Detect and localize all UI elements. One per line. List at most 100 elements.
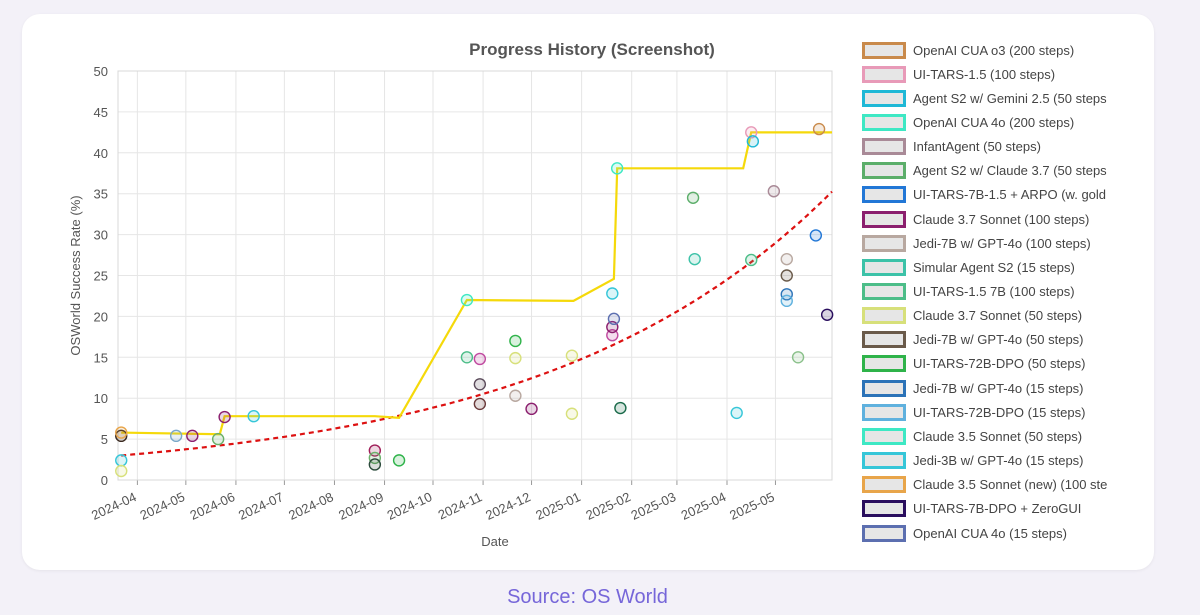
legend-swatch bbox=[862, 452, 906, 470]
series-point bbox=[767, 185, 781, 198]
data-point bbox=[211, 432, 225, 446]
series-point bbox=[746, 135, 760, 148]
legend-swatch bbox=[862, 41, 906, 59]
legend-item: UI-TARS-72B-DPO (50 steps) bbox=[862, 352, 1085, 376]
y-tick-label: 35 bbox=[94, 187, 108, 202]
x-tick-label: 2024-05 bbox=[138, 489, 188, 523]
series-point bbox=[565, 349, 579, 362]
x-tick-label: 2024-08 bbox=[286, 489, 336, 523]
legend-swatch bbox=[862, 234, 906, 252]
data-point bbox=[730, 406, 743, 420]
data-point bbox=[115, 454, 128, 467]
series-point bbox=[509, 334, 522, 348]
legend-item: Agent S2 w/ Claude 3.7 (50 steps bbox=[862, 159, 1107, 183]
legend-label: Agent S2 w/ Claude 3.7 (50 steps bbox=[913, 163, 1107, 179]
legend-label: Jedi-3B w/ GPT-4o (15 steps) bbox=[913, 453, 1084, 469]
legend-swatch bbox=[862, 403, 906, 421]
legend-swatch bbox=[862, 162, 906, 180]
legend-item: Claude 3.7 Sonnet (100 steps) bbox=[862, 207, 1089, 231]
legend-label: Claude 3.5 Sonnet (new) (100 ste bbox=[913, 477, 1108, 493]
data-point bbox=[115, 464, 128, 478]
legend-label: Agent S2 w/ Gemini 2.5 (50 steps bbox=[913, 90, 1107, 106]
series-point bbox=[780, 252, 793, 266]
source-caption: Source: OS World bbox=[507, 586, 668, 608]
legend-swatch bbox=[862, 138, 906, 156]
legend-swatch bbox=[862, 331, 906, 349]
legend-item: Jedi-7B w/ GPT-4o (100 steps) bbox=[862, 231, 1091, 255]
legend-label: Jedi-7B w/ GPT-4o (15 steps) bbox=[913, 380, 1084, 396]
chart-legend: OpenAI CUA o3 (200 steps) UI-TARS-1.5 (10… bbox=[862, 38, 1154, 558]
legend-item: UI-TARS-7B-1.5 + ARPO (w. gold bbox=[862, 183, 1106, 207]
series-point bbox=[812, 122, 826, 136]
legend-item: Claude 3.5 Sonnet (new) (100 ste bbox=[862, 473, 1107, 497]
series-point bbox=[606, 287, 619, 300]
legend-item: Jedi-3B w/ GPT-4o (15 steps) bbox=[862, 449, 1084, 473]
x-tick-label: 2024-04 bbox=[89, 489, 139, 523]
trend-line bbox=[121, 190, 833, 457]
x-tick-label: 2024-10 bbox=[385, 489, 435, 523]
y-tick-label: 20 bbox=[94, 309, 108, 324]
x-tick-label: 2024-11 bbox=[436, 489, 485, 522]
series-point bbox=[610, 162, 624, 175]
x-tick-label: 2024-09 bbox=[336, 489, 386, 523]
legend-swatch bbox=[862, 113, 906, 131]
y-tick-label: 25 bbox=[94, 269, 108, 284]
data-point bbox=[218, 410, 231, 424]
legend-label: Jedi-7B w/ GPT-4o (100 steps) bbox=[913, 235, 1091, 251]
series-point bbox=[686, 191, 700, 204]
y-tick-label: 45 bbox=[94, 105, 108, 120]
legend-item: Agent S2 w/ Gemini 2.5 (50 steps bbox=[862, 86, 1107, 110]
series-point bbox=[745, 126, 758, 139]
legend-swatch bbox=[862, 210, 906, 228]
data-point bbox=[473, 378, 487, 391]
legend-label: OpenAI CUA o3 (200 steps) bbox=[913, 42, 1075, 58]
legend-swatch bbox=[862, 355, 906, 373]
y-tick-label: 10 bbox=[94, 391, 108, 406]
plot-frame bbox=[117, 70, 833, 481]
series-point bbox=[780, 288, 793, 301]
legend-item: UI-TARS-72B-DPO (15 steps) bbox=[862, 400, 1085, 424]
legend-label: InfantAgent (50 steps) bbox=[913, 139, 1041, 155]
legend-label: UI-TARS-1.5 (100 steps) bbox=[913, 66, 1056, 82]
y-tick-label: 5 bbox=[101, 432, 108, 447]
series-point bbox=[460, 293, 474, 307]
legend-swatch bbox=[862, 427, 906, 445]
data-point bbox=[791, 351, 805, 364]
data-point bbox=[473, 397, 487, 411]
data-point bbox=[186, 429, 199, 443]
y-tick-label: 30 bbox=[94, 228, 108, 243]
data-point bbox=[392, 454, 406, 467]
x-tick-label: 2025-03 bbox=[629, 489, 679, 523]
x-tick-label: 2025-01 bbox=[533, 489, 583, 523]
legend-swatch bbox=[862, 476, 906, 494]
data-point bbox=[565, 407, 579, 420]
legend-label: Claude 3.7 Sonnet (100 steps) bbox=[913, 211, 1090, 227]
data-point bbox=[368, 458, 382, 471]
data-point bbox=[509, 389, 522, 402]
legend-swatch bbox=[862, 186, 906, 204]
y-tick-label: 0 bbox=[101, 473, 108, 488]
legend-item: OpenAI CUA 4o (15 steps) bbox=[862, 521, 1067, 545]
legend-label: OpenAI CUA 4o (15 steps) bbox=[913, 525, 1067, 541]
legend-swatch bbox=[862, 379, 906, 397]
legend-label: UI-TARS-72B-DPO (15 steps) bbox=[913, 404, 1086, 420]
sota-line bbox=[121, 131, 832, 436]
legend-swatch bbox=[862, 89, 906, 107]
legend-item: UI-TARS-7B-DPO + ZeroGUI bbox=[862, 497, 1081, 521]
data-point bbox=[368, 451, 382, 465]
series-point bbox=[607, 312, 621, 326]
legend-swatch bbox=[862, 524, 906, 542]
data-point bbox=[525, 402, 538, 416]
x-tick-label: 2025-05 bbox=[727, 489, 777, 523]
legend-swatch bbox=[862, 258, 906, 276]
legend-item: UI-TARS-1.5 (100 steps) bbox=[862, 62, 1055, 86]
series-point bbox=[809, 229, 823, 242]
data-point bbox=[247, 409, 260, 423]
y-tick-label: 40 bbox=[94, 146, 108, 161]
data-point bbox=[460, 351, 474, 364]
series-point bbox=[688, 252, 701, 266]
legend-item: OpenAI CUA 4o (200 steps) bbox=[862, 110, 1074, 134]
legend-item: Claude 3.7 Sonnet (50 steps) bbox=[862, 304, 1082, 328]
legend-item: Jedi-7B w/ GPT-4o (50 steps) bbox=[862, 328, 1084, 352]
